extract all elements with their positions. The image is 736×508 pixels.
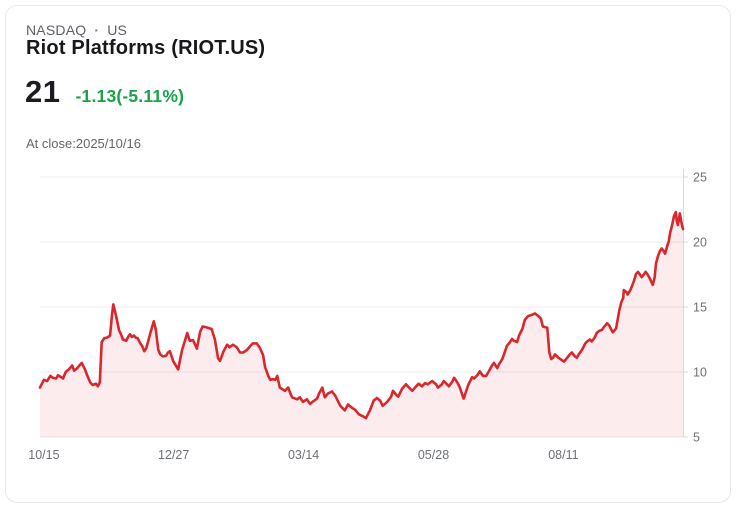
separator-dot: · <box>94 22 100 38</box>
area-fill <box>40 212 683 437</box>
price-line <box>38 210 685 420</box>
stock-widget-card <box>5 5 731 503</box>
x-axis-tick-label: 03/14 <box>288 448 319 462</box>
y-axis-tick-label: 10 <box>693 366 707 380</box>
y-axis-tick-label: 15 <box>693 301 707 315</box>
as-of-timestamp: At close:2025/10/16 <box>26 136 141 151</box>
price-row: 21 -1.13(-5.11%) <box>25 74 184 110</box>
country-label: US <box>107 22 128 38</box>
x-axis-tick-label: 12/27 <box>158 448 189 462</box>
exchange-label: NASDAQ <box>26 22 87 38</box>
y-axis-tick-label: 5 <box>693 431 700 445</box>
x-axis-tick-label: 05/28 <box>418 448 449 462</box>
security-title: Riot Platforms (RIOT.US) <box>26 37 266 59</box>
x-axis-tick-label: 08/11 <box>548 448 578 462</box>
y-axis-tick-label: 20 <box>693 236 707 250</box>
y-axis-tick-label: 25 <box>693 171 707 185</box>
last-price: 21 <box>25 74 61 109</box>
exchange-row: NASDAQ · US <box>26 22 127 38</box>
x-axis-tick-label: 10/15 <box>28 448 59 462</box>
price-change: -1.13(-5.11%) <box>75 86 185 106</box>
